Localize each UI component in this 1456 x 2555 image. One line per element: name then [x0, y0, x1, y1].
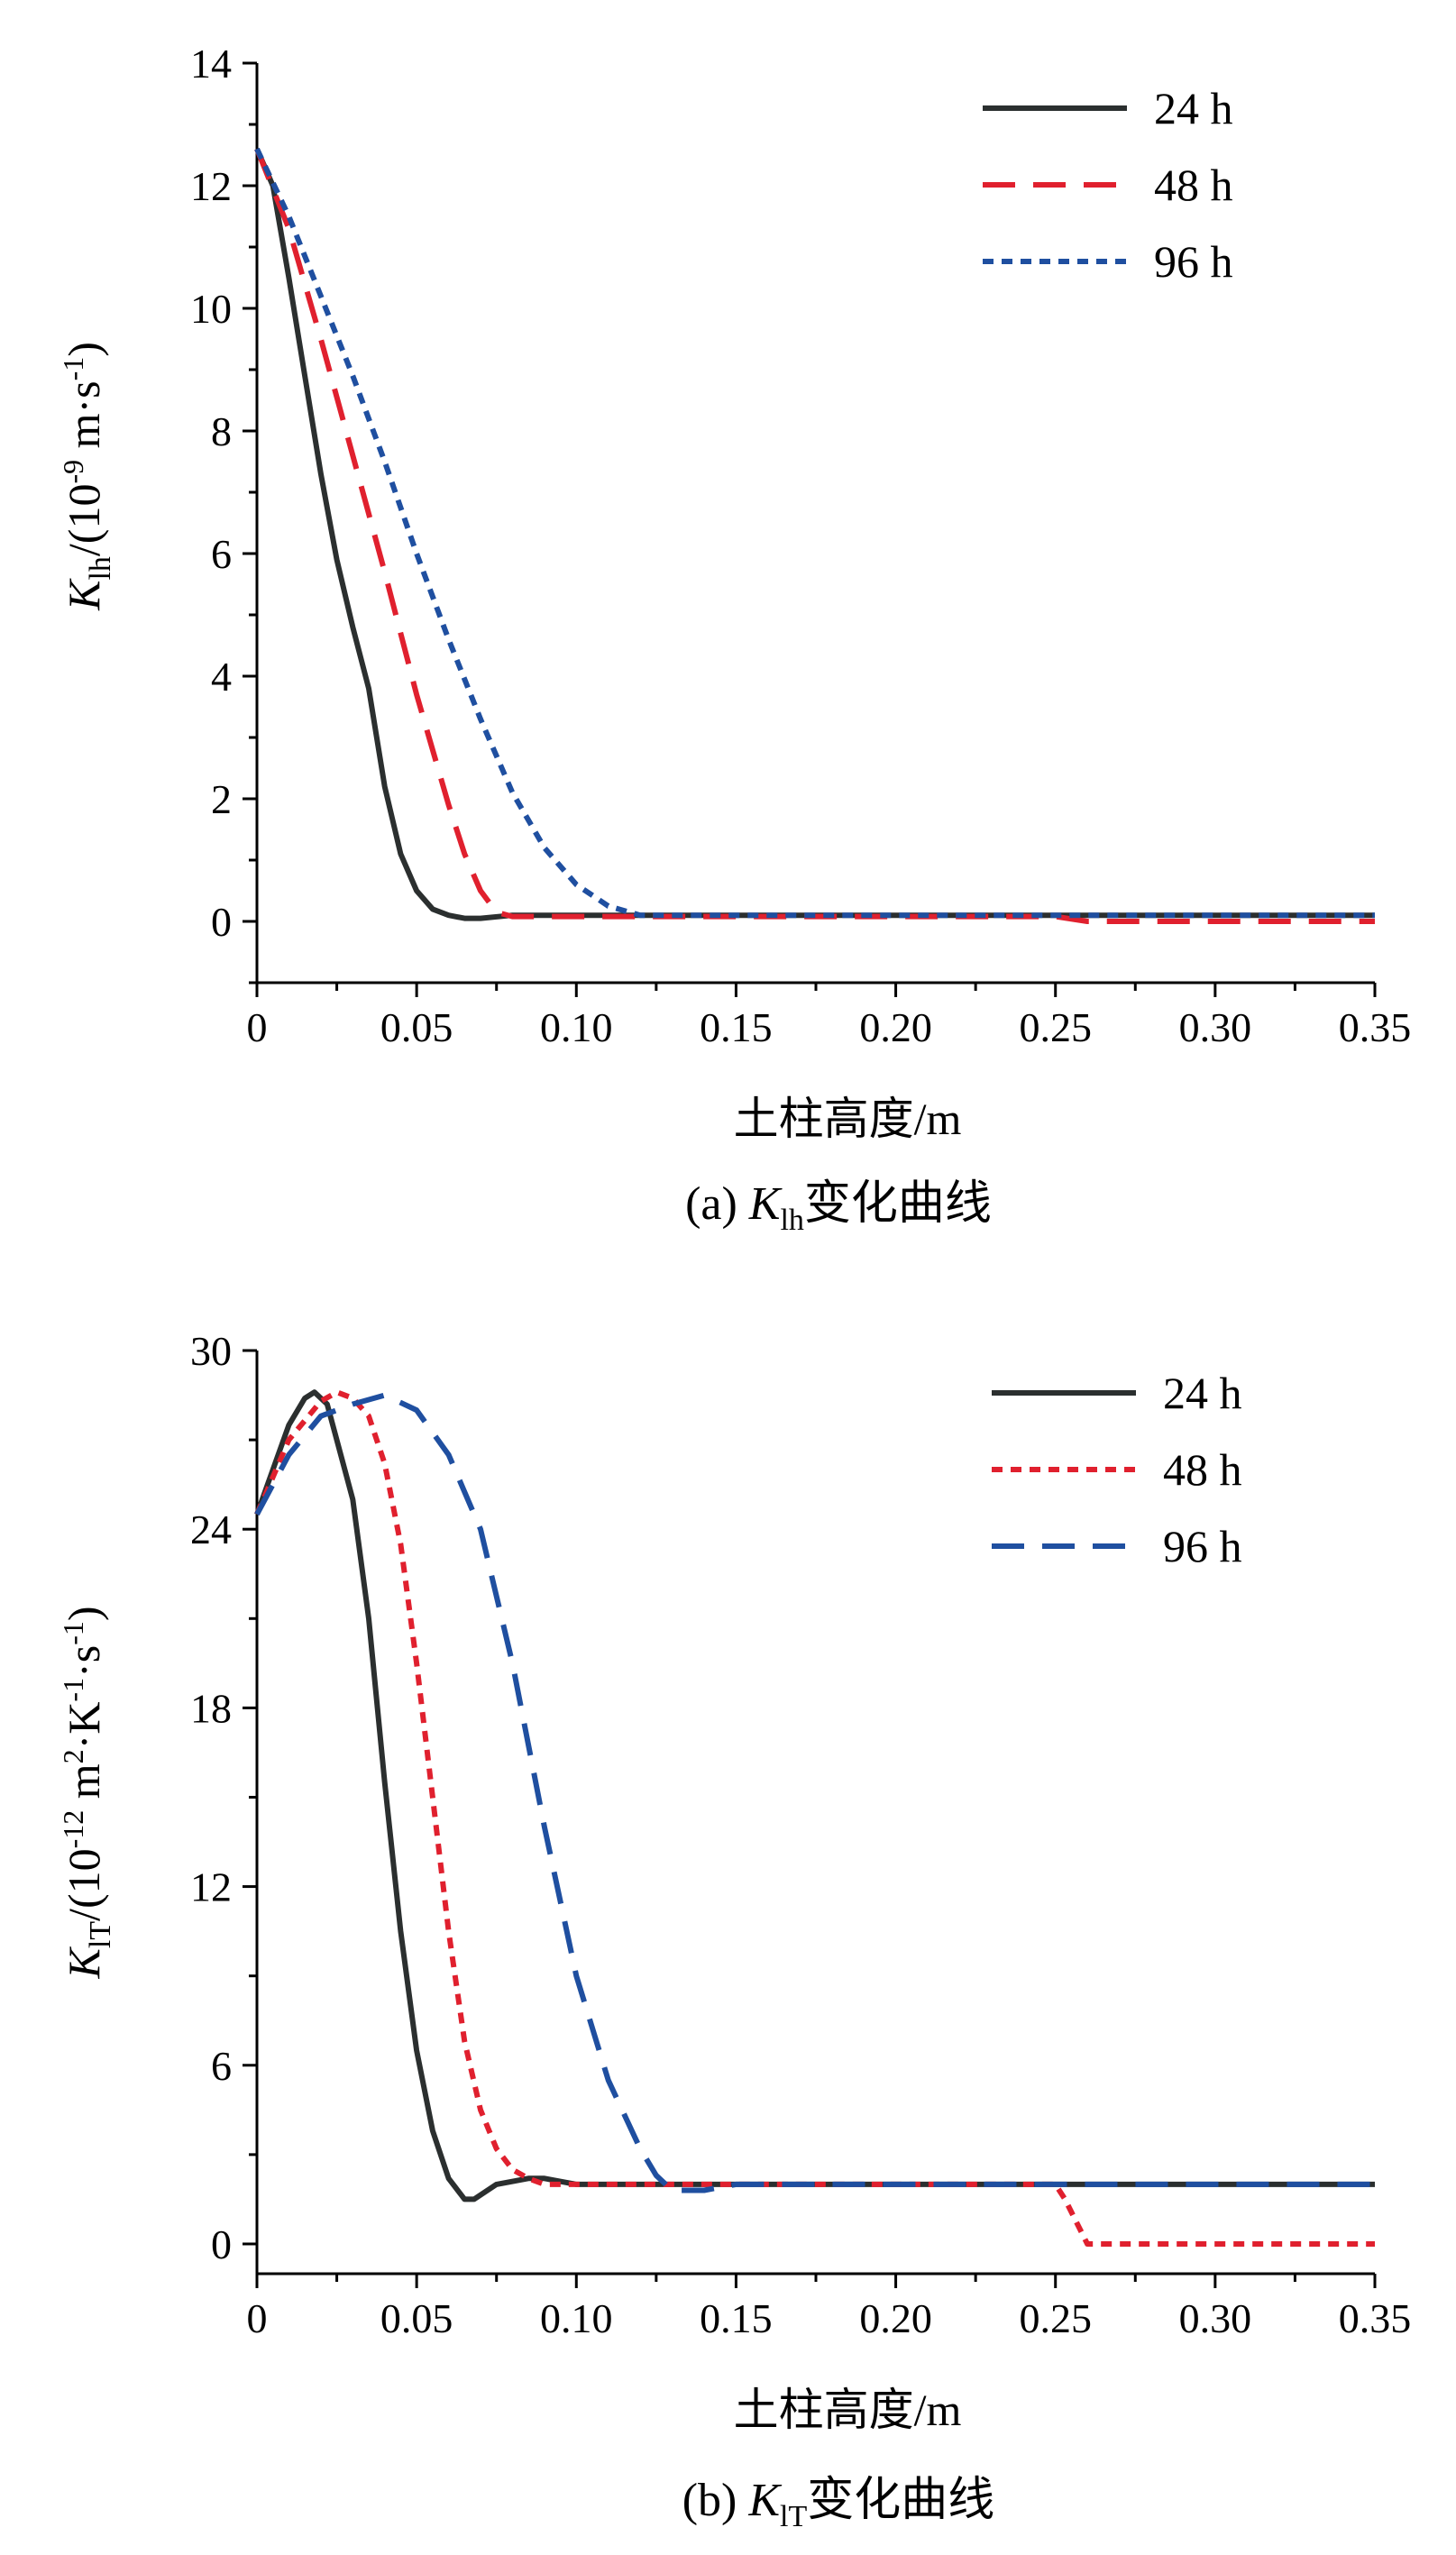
chart-b-x-axis-title: 土柱高度/m — [734, 2385, 962, 2435]
x-tick-label: 0.20 — [859, 2295, 932, 2341]
chart-a-legend: 24 h 48 h 96 h — [983, 83, 1233, 287]
chart-a-x-axis-title: 土柱高度/m — [734, 1094, 962, 1144]
x-tick-label: 0.25 — [1019, 1004, 1092, 1050]
chart-b-klt: 0 0.05 0.10 0.15 0.20 0.25 0.30 0.350612182430 … — [57, 1328, 1411, 2533]
chart-b-ticks: 0 0.05 0.10 0.15 0.20 0.25 0.30 0.35 0 6 12 18 24 30 — [190, 1328, 1411, 2341]
legend-label: 96 h — [1154, 236, 1233, 287]
x-tick-label: 0.15 — [700, 1004, 773, 1050]
chart-a-y-axis-title: Klh/(10-9 m·s-1) — [57, 342, 117, 611]
x-tick-label: 0.10 — [540, 2295, 613, 2341]
series-line-96h — [254, 147, 1375, 919]
chart-a-caption: (a) Klh变化曲线 — [685, 1178, 992, 1237]
series-line-24h — [254, 1389, 1375, 2202]
chart-a-khl: 0 0.05 0.10 0.15 0.20 0.25 0.30 0.35 0 2 4 6 8 10 12 14… — [57, 41, 1411, 1237]
y-tick-label: 6 — [211, 531, 232, 577]
y-tick-label: 30 — [190, 1328, 232, 1374]
legend-label: 48 h — [1154, 160, 1233, 210]
y-tick-label: 0 — [211, 2221, 232, 2267]
y-tick-label: 6 — [211, 2043, 232, 2089]
chart-a-ticks: 0 0.05 0.10 0.15 0.20 0.25 0.30 0.35 0 2 4 6 8 10 12 14 — [190, 41, 1411, 1050]
chart-b-series — [254, 1389, 1375, 2247]
y-tick-label: 0 — [211, 899, 232, 945]
x-tick-label: 0.20 — [859, 1004, 932, 1050]
x-tick-label: 0.15 — [700, 2295, 773, 2341]
x-tick-label: 0.05 — [380, 2295, 453, 2341]
x-tick-label: 0.35 — [1339, 2295, 1412, 2341]
y-tick-label: 18 — [190, 1685, 232, 1731]
x-tick-label: 0.30 — [1179, 2295, 1252, 2341]
chart-b-legend: 24 h 48 h 96 h — [992, 1368, 1242, 1571]
y-tick-label: 10 — [190, 286, 232, 332]
chart-b-y-axis-title: KlT/(10-12 m2·K-1·s-1) — [57, 1606, 117, 1979]
series-line-96h — [254, 1392, 1375, 2193]
y-tick-label: 12 — [190, 1864, 232, 1910]
legend-label: 48 h — [1163, 1444, 1242, 1495]
legend-label: 24 h — [1163, 1368, 1242, 1418]
x-tick-label: 0.25 — [1019, 2295, 1092, 2341]
chart-b-caption: (b) KlT变化曲线 — [682, 2475, 995, 2533]
y-tick-label: 2 — [211, 776, 232, 822]
y-tick-label: 12 — [190, 163, 232, 209]
x-tick-label: 0.10 — [540, 1004, 613, 1050]
y-tick-label: 8 — [211, 408, 232, 454]
y-tick-label: 14 — [190, 41, 232, 87]
y-tick-label: 24 — [190, 1506, 232, 1552]
legend-label: 96 h — [1163, 1521, 1242, 1571]
x-tick-label: 0.05 — [380, 1004, 453, 1050]
legend-label: 24 h — [1154, 83, 1233, 133]
x-tick-label: 0.30 — [1179, 1004, 1252, 1050]
chart-a-series — [254, 147, 1375, 924]
y-tick-label: 4 — [211, 654, 232, 700]
x-tick-label: 0.35 — [1339, 1004, 1412, 1050]
x-tick-label: 0 — [247, 1004, 268, 1050]
series-line-48h — [254, 1389, 1375, 2247]
x-tick-label: 0 — [247, 2295, 268, 2341]
